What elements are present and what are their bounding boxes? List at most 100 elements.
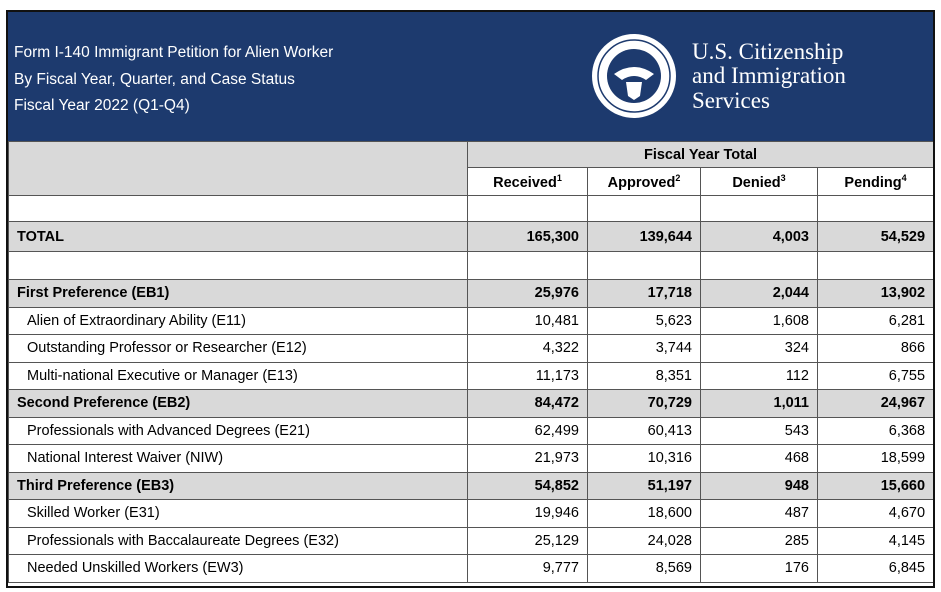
empty-cell: [8, 195, 468, 222]
row-label: Second Preference (EB2): [8, 389, 468, 418]
row-label: First Preference (EB1): [8, 279, 468, 308]
cell-value: 866: [816, 334, 933, 363]
cell-value: 70,729: [587, 389, 701, 418]
row-label: National Interest Waiver (NIW): [8, 444, 468, 473]
cell-value: 84,472: [467, 389, 588, 418]
spacer-row: [8, 251, 933, 280]
column-label: Received: [493, 174, 557, 191]
column-header: Denied3: [700, 167, 818, 196]
empty-cell: [467, 195, 588, 222]
cell-value: 54,529: [816, 221, 933, 252]
cell-value: 3,744: [587, 334, 701, 363]
row-label: Professionals with Advanced Degrees (E21…: [8, 416, 468, 445]
cell-value: 1,011: [700, 389, 818, 418]
cell-value: 6,755: [816, 361, 933, 390]
column-header: Approved2: [587, 167, 701, 196]
cell-value: 25,129: [467, 526, 588, 555]
column-note: 2: [675, 172, 681, 183]
row-label: Third Preference (EB3): [8, 471, 468, 500]
cell-value: 15,660: [816, 471, 933, 500]
cell-value: 5,623: [587, 306, 701, 335]
column-label: Pending: [844, 174, 902, 191]
logo-line: and Immigration: [692, 63, 846, 88]
row-label: Professionals with Baccalaureate Degrees…: [8, 526, 468, 555]
cell-value: 6,845: [816, 554, 933, 583]
logo-line: Services: [692, 88, 770, 113]
cell-value: 11,173: [467, 361, 588, 390]
group-header: Fiscal Year Total: [466, 141, 933, 168]
cell-value: 17,718: [587, 279, 701, 308]
logo-line: U.S. Citizenship: [692, 39, 844, 64]
row-label: Outstanding Professor or Researcher (E12…: [8, 334, 468, 363]
empty-cell: [700, 195, 818, 222]
document: Form I-140 Immigrant Petition for Alien …: [6, 10, 935, 588]
table-row: Outstanding Professor or Researcher (E12…: [8, 334, 933, 363]
data-table: Fiscal Year Total Received1 Approved2 Denie…: [8, 141, 933, 583]
table-row: Multi-national Executive or Manager (E13…: [8, 361, 933, 390]
cell-value: 60,413: [587, 416, 701, 445]
cell-value: 2,044: [700, 279, 818, 308]
cell-value: 6,281: [816, 306, 933, 335]
empty-cell: [816, 195, 933, 222]
cell-value: 24,028: [587, 526, 701, 555]
cell-value: 1,608: [700, 306, 818, 335]
cell-value: 4,003: [700, 221, 818, 252]
cell-value: 6,368: [816, 416, 933, 445]
cell-value: 468: [700, 444, 818, 473]
cell-value: 25,976: [467, 279, 588, 308]
column-label: Approved: [607, 174, 676, 191]
row-label: TOTAL: [8, 221, 468, 252]
title-line: By Fiscal Year, Quarter, and Case Status: [14, 71, 295, 88]
cell-value: 4,670: [816, 499, 933, 528]
spacer-row: [8, 195, 933, 222]
table-row: First Preference (EB1) 25,976 17,718 2,044 1…: [8, 279, 933, 308]
cell-value: 9,777: [467, 554, 588, 583]
cell-value: 4,145: [816, 526, 933, 555]
empty-cell: [587, 251, 701, 280]
cell-value: 324: [700, 334, 818, 363]
table-row: Alien of Extraordinary Ability (E11) 10,4…: [8, 306, 933, 335]
table-row: TOTAL 165,300 139,644 4,003 54,529: [8, 221, 933, 252]
column-note: 3: [780, 172, 786, 183]
cell-value: 62,499: [467, 416, 588, 445]
table-row: Skilled Worker (E31) 19,946 18,600 487 4,670: [8, 499, 933, 528]
cell-value: 10,316: [587, 444, 701, 473]
cell-value: 13,902: [816, 279, 933, 308]
column-note: 4: [901, 172, 907, 183]
row-label: Multi-national Executive or Manager (E13…: [8, 361, 468, 390]
column-label: Denied: [732, 174, 781, 191]
row-label: Needed Unskilled Workers (EW3): [8, 554, 468, 583]
header-cell: [8, 141, 468, 196]
empty-cell: [467, 251, 588, 280]
seal: [590, 32, 678, 120]
row-label: Alien of Extraordinary Ability (E11): [8, 306, 468, 335]
empty-cell: [8, 251, 468, 280]
title-line: Form I-140 Immigrant Petition for Alien …: [14, 44, 334, 61]
empty-cell: [700, 251, 818, 280]
cell-value: 176: [700, 554, 818, 583]
cell-value: 19,946: [467, 499, 588, 528]
header-row: Received1 Approved2 Denied3 Pending4: [9, 167, 933, 196]
table-row: Second Preference (EB2) 84,472 70,729 1,011…: [8, 389, 933, 418]
cell-value: 8,569: [587, 554, 701, 583]
column-note: 1: [556, 172, 562, 183]
cell-value: 165,300: [467, 221, 588, 252]
table-row: National Interest Waiver (NIW) 21,973 10,3…: [8, 444, 933, 473]
table-row: Third Preference (EB3) 54,852 51,197 948 15,…: [8, 471, 933, 500]
cell-value: 8,351: [587, 361, 701, 390]
cell-value: 10,481: [467, 306, 588, 335]
cell-value: 948: [700, 471, 818, 500]
header-band: Form I-140 Immigrant Petition for Alien …: [8, 12, 933, 141]
title-line: Fiscal Year 2022 (Q1-Q4): [14, 97, 190, 114]
table-row: Needed Unskilled Workers (EW3) 9,777 8,569…: [8, 554, 933, 583]
cell-value: 51,197: [587, 471, 701, 500]
empty-cell: [816, 251, 933, 280]
table-row: Professionals with Advanced Degrees (E21…: [8, 416, 933, 445]
cell-value: 139,644: [587, 221, 701, 252]
column-header: Received1: [467, 167, 588, 196]
table-row: Professionals with Baccalaureate Degrees…: [8, 526, 933, 555]
cell-value: 285: [700, 526, 818, 555]
cell-value: 18,600: [587, 499, 701, 528]
header-row: Fiscal Year Total: [8, 141, 933, 196]
